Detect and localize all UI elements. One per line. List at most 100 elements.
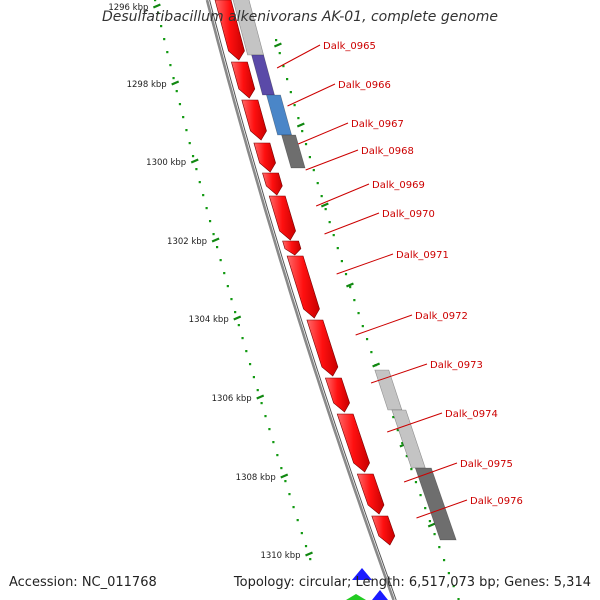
gene-leader-line	[355, 314, 413, 336]
scale-dot	[256, 389, 259, 392]
feature-block-blue	[266, 94, 292, 136]
scale-dot	[260, 402, 263, 405]
partial-feature-blue	[372, 590, 388, 600]
guide-dot	[278, 52, 281, 55]
gene-arrow	[324, 377, 350, 413]
gene-label: Dalk_0968	[361, 146, 414, 157]
guide-dot	[275, 39, 278, 42]
gene-leader-line	[324, 212, 380, 235]
gene-leader-line	[305, 149, 359, 171]
scale-dot	[292, 506, 295, 509]
guide-dot	[410, 468, 413, 471]
scale-dot	[188, 142, 191, 145]
guide-dot	[433, 533, 436, 536]
guide-dot	[301, 130, 304, 133]
gene-arrow	[262, 172, 283, 196]
tick-label: 1308 kbp	[236, 473, 276, 483]
scale-dot	[276, 454, 279, 457]
guide-tick	[345, 282, 354, 288]
scale-dot	[154, 0, 157, 2]
gene-arrow	[241, 99, 267, 141]
map-title: Desulfatibacillum alkenivorans AK-01, co…	[101, 9, 499, 25]
scale-dot	[212, 233, 215, 236]
feature-block-grey-dark	[414, 467, 457, 541]
tick-label: 1300 kbp	[146, 158, 186, 168]
guide-dot	[320, 195, 323, 198]
gene-leader-line	[370, 363, 428, 384]
tick-label: 1298 kbp	[127, 80, 167, 90]
gene-arrow	[282, 240, 302, 256]
partial-feature-green	[346, 594, 366, 600]
feature-block-grey-dark	[281, 134, 306, 169]
tick-label: 1310 kbp	[260, 551, 300, 561]
scale-tick	[171, 80, 180, 86]
scale-dot	[234, 311, 237, 314]
gene-label: Dalk_0966	[338, 80, 391, 91]
guide-tick	[273, 42, 282, 48]
scale-dot	[219, 259, 222, 262]
guide-dot	[282, 65, 285, 68]
guide-dot	[396, 429, 399, 432]
scale-dot	[264, 415, 267, 418]
guide-dot	[324, 208, 327, 211]
scale-dot	[272, 441, 275, 444]
scale-dot	[280, 467, 283, 470]
guide-tick	[427, 522, 436, 528]
scale-dot	[241, 337, 244, 340]
guide-dot	[328, 221, 331, 224]
feature-block-grey	[374, 369, 403, 411]
gene-leader-line	[276, 44, 321, 69]
gene-leader-line	[287, 83, 336, 107]
scale-dot	[252, 376, 255, 379]
gene-label: Dalk_0974	[445, 409, 498, 420]
guide-dot	[428, 520, 431, 523]
guide-dot	[286, 78, 289, 81]
scale-dot	[245, 350, 248, 353]
gene-arrow	[253, 142, 276, 173]
gene-leader-line	[315, 183, 370, 207]
guide-dot	[336, 247, 339, 250]
scale-dot	[198, 181, 201, 184]
scale-dot	[178, 103, 182, 106]
tick-label: 1304 kbp	[189, 315, 229, 325]
gene-label: Dalk_0973	[430, 360, 483, 371]
guide-dot	[297, 117, 300, 120]
scale-dot	[300, 532, 303, 535]
gene-arrow	[231, 61, 256, 99]
scale-dot	[157, 12, 160, 15]
guide-dot	[392, 416, 395, 419]
gene-label: Dalk_0976	[470, 496, 523, 507]
scale-dot	[202, 194, 205, 197]
tick-label: 1306 kbp	[212, 394, 252, 404]
scale-dot	[226, 285, 229, 288]
guide-tick	[320, 202, 329, 208]
guide-dot	[419, 494, 422, 497]
gene-label: Dalk_0965	[323, 41, 376, 52]
guide-tick	[372, 362, 381, 368]
guide-dot	[414, 481, 418, 484]
scale-dot	[288, 493, 291, 496]
guide-dot	[370, 351, 373, 354]
scale-dot	[237, 324, 240, 327]
gene-leader-line	[416, 499, 468, 519]
gene-arrow	[306, 319, 339, 377]
gene-leader-line	[403, 462, 458, 483]
gene-label: Dalk_0969	[372, 180, 425, 191]
scale-dot	[185, 129, 188, 132]
partial-feature-blue	[352, 568, 372, 580]
scale-dot	[309, 558, 312, 561]
scale-tick	[305, 551, 313, 557]
guide-dot	[312, 169, 315, 172]
scale-tick	[280, 473, 289, 479]
scale-dot	[268, 428, 271, 431]
guide-dot	[442, 559, 446, 562]
scale-dot	[163, 38, 166, 41]
gene-label: Dalk_0975	[460, 459, 513, 470]
guide-dot	[340, 260, 343, 263]
scale-dot	[223, 272, 226, 275]
guide-dot	[401, 442, 404, 445]
scale-dot	[182, 116, 185, 119]
scale-dot	[208, 220, 212, 223]
guide-tick	[296, 122, 305, 128]
